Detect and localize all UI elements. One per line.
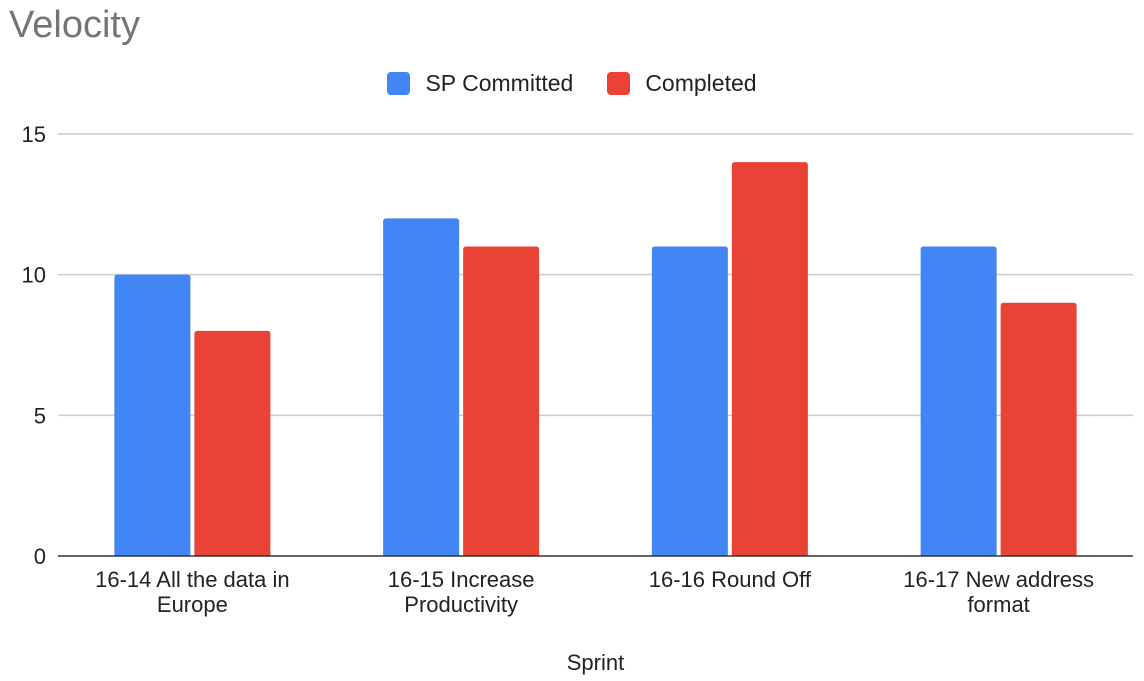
legend-swatch-sp-committed [387, 72, 411, 95]
bar-sp-committed-1[interactable] [383, 218, 460, 556]
chart-title: Velocity [9, 4, 140, 46]
x-tick-label-2: 16-16 Round Off [649, 567, 812, 592]
x-tick-label-line: Europe [157, 592, 228, 617]
x-tick-label-0: 16-14 All the data in Europe [95, 567, 289, 617]
legend-swatch-completed [607, 72, 631, 95]
y-tick-label-5: 5 [34, 403, 46, 428]
y-tick-label-0: 0 [34, 544, 46, 569]
y-tick-label-15: 15 [22, 122, 46, 147]
x-tick-label-line: 16-17 New address [903, 567, 1094, 592]
x-tick-label-3: 16-17 New address format [903, 567, 1094, 617]
x-tick-label-line: 16-15 Increase [388, 567, 535, 592]
legend-item-completed[interactable]: Completed [607, 70, 757, 97]
bar-completed-3[interactable] [1000, 302, 1077, 556]
legend-label-completed: Completed [645, 70, 757, 96]
legend-label-sp-committed: SP Committed [425, 70, 574, 96]
x-tick-label-line: 16-16 Round Off [649, 567, 812, 592]
x-axis-ticks: 16-14 All the data in Europe 16-15 Increas… [95, 567, 1094, 617]
bar-completed-0[interactable] [194, 330, 271, 556]
x-tick-label-line: 16-14 All the data in [95, 567, 289, 592]
bar-sp-committed-2[interactable] [651, 246, 728, 557]
bar-completed-2[interactable] [731, 162, 808, 556]
x-axis-label: Sprint [567, 650, 624, 675]
legend: SP Committed Completed [0, 70, 1144, 97]
bars [114, 162, 1077, 557]
bar-completed-1[interactable] [463, 246, 540, 557]
x-tick-label-line: Productivity [404, 592, 518, 617]
x-tick-label-1: 16-15 Increase Productivity [388, 567, 535, 617]
x-tick-label-line: format [967, 592, 1029, 617]
bar-sp-committed-3[interactable] [920, 246, 997, 557]
y-tick-label-10: 10 [22, 263, 46, 288]
legend-item-sp-committed[interactable]: SP Committed [387, 70, 573, 97]
y-axis-ticks: 0 5 10 15 [22, 122, 46, 569]
bar-sp-committed-0[interactable] [114, 274, 191, 556]
